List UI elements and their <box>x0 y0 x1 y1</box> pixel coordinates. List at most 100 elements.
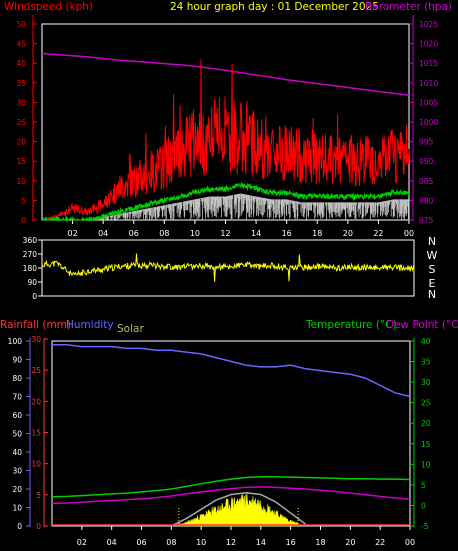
humidity-tick-label: 70 <box>12 393 22 402</box>
humidity-tick-label: 60 <box>12 411 22 420</box>
low-x-tick-label: 08 <box>166 538 176 547</box>
rain-axis-label: Rainfall (mm) <box>0 319 71 331</box>
dir-tick-label: 180 <box>23 264 38 273</box>
wind-tick-label: 45 <box>16 40 26 49</box>
baro-tick-label: 1015 <box>419 59 438 68</box>
wind-average-line <box>42 180 410 223</box>
humidity-line <box>52 343 411 398</box>
windspeed-line <box>41 59 410 221</box>
temp-tick-label: 40 <box>421 337 431 346</box>
top-x-tick-label: 04 <box>98 229 108 238</box>
low-x-tick-label: 10 <box>196 538 206 547</box>
top-x-tick-label: 14 <box>251 229 261 238</box>
top-x-tick-label: 08 <box>159 229 169 238</box>
top-x-tick-label: 16 <box>282 229 292 238</box>
top-x-tick-label: 18 <box>312 229 322 238</box>
baro-tick-label: 1005 <box>419 98 438 107</box>
temp-tick-label: 15 <box>421 440 431 449</box>
low-x-tick-label: 04 <box>107 538 117 547</box>
humidity-tick-label: 10 <box>12 504 22 513</box>
top-x-tick-label: 12 <box>220 229 230 238</box>
wind-tick-label: 10 <box>16 177 26 186</box>
temp-tick-label: 5 <box>421 481 426 490</box>
wind-tick-label: 20 <box>16 138 26 147</box>
baro-tick-label: 980 <box>419 196 434 205</box>
baro-tick-label: 990 <box>419 157 434 166</box>
top-x-tick-label: 02 <box>67 229 77 238</box>
temp-tick-label: 25 <box>421 399 431 408</box>
baro-tick-label: 1000 <box>419 118 438 127</box>
wind-tick-label: 5 <box>21 196 26 205</box>
top-x-tick-label: 10 <box>190 229 200 238</box>
dew-point-line <box>51 486 411 505</box>
temperature-line <box>51 475 411 498</box>
low-x-tick-label: 20 <box>345 538 355 547</box>
direction-label-n: N <box>428 288 436 301</box>
humidity-tick-label: 20 <box>12 485 22 494</box>
top-x-tick-label: 06 <box>129 229 139 238</box>
humidity-tick-label: 50 <box>12 430 22 439</box>
humidity-tick-label: 30 <box>12 467 22 476</box>
baro-tick-label: 1025 <box>419 20 438 29</box>
low-x-tick-label: 14 <box>256 538 266 547</box>
low-x-tick-label: 02 <box>77 538 87 547</box>
temp-tick-label: 35 <box>421 358 431 367</box>
direction-label-e: E <box>429 277 436 290</box>
baro-axis-label: Barometer (hpa) <box>365 1 452 13</box>
dir-tick-label: 90 <box>27 278 37 287</box>
dewpoint-axis-label: Dew Point (°C) <box>386 319 458 331</box>
low-x-tick-label: 06 <box>136 538 146 547</box>
humidity-tick-label: 40 <box>12 448 22 457</box>
direction-label-s: S <box>429 263 436 276</box>
top-x-tick-label: 22 <box>373 229 383 238</box>
rain-tick-label: 20 <box>31 397 41 406</box>
temp-tick-label: 20 <box>421 419 431 428</box>
baro-tick-label: 995 <box>419 138 434 147</box>
humidity-tick-label: 100 <box>8 337 23 346</box>
dir-tick-label: 270 <box>23 250 38 259</box>
top-x-tick-label: 00 <box>404 229 414 238</box>
solar-area <box>178 493 299 527</box>
dir-tick-label: 0 <box>32 292 37 301</box>
low-x-tick-label: 12 <box>226 538 236 547</box>
temp-tick-label: 30 <box>421 378 431 387</box>
wind-tick-label: 30 <box>16 98 26 107</box>
wind-tick-label: 50 <box>16 20 26 29</box>
solar-axis-label: Solar <box>117 323 144 335</box>
rain-tick-label: 5 <box>36 491 41 500</box>
rain-tick-label: 30 <box>31 335 41 344</box>
low-x-tick-label: 22 <box>375 538 385 547</box>
low-x-tick-label: 16 <box>286 538 296 547</box>
solar-max-curve <box>171 491 306 527</box>
baro-tick-label: 1010 <box>419 79 438 88</box>
baro-tick-label: 985 <box>419 177 434 186</box>
rain-tick-label: 0 <box>36 522 41 531</box>
baro-tick-label: 1020 <box>419 40 438 49</box>
rain-tick-label: 25 <box>31 366 41 375</box>
temperature-axis-label: Temperature (°C) <box>305 319 397 331</box>
low-x-tick-label: 18 <box>315 538 325 547</box>
top-x-tick-label: 20 <box>343 229 353 238</box>
humidity-tick-label: 90 <box>12 356 22 365</box>
rain-tick-label: 15 <box>31 429 41 438</box>
baro-tick-label: 975 <box>419 216 434 225</box>
barometer-line <box>41 52 410 97</box>
direction-label-w: W <box>427 249 438 262</box>
wind-tick-label: 15 <box>16 157 26 166</box>
wind-direction-line <box>41 253 415 282</box>
wind-tick-label: 0 <box>21 216 26 225</box>
low-x-tick-label: 00 <box>405 538 415 547</box>
humidity-tick-label: 80 <box>12 374 22 383</box>
chart-title: 24 hour graph day : 01 December 2025 <box>170 1 379 13</box>
wind-tick-label: 40 <box>16 59 26 68</box>
wind-axis-label: Windspeed (kph) <box>4 1 93 13</box>
wind-tick-label: 35 <box>16 79 26 88</box>
humidity-tick-label: 0 <box>17 522 22 531</box>
temp-tick-label: 0 <box>421 501 426 510</box>
direction-label-n: N <box>428 235 436 248</box>
wind-tick-label: 25 <box>16 118 26 127</box>
dir-tick-label: 360 <box>23 236 38 245</box>
rain-tick-label: 10 <box>31 460 41 469</box>
